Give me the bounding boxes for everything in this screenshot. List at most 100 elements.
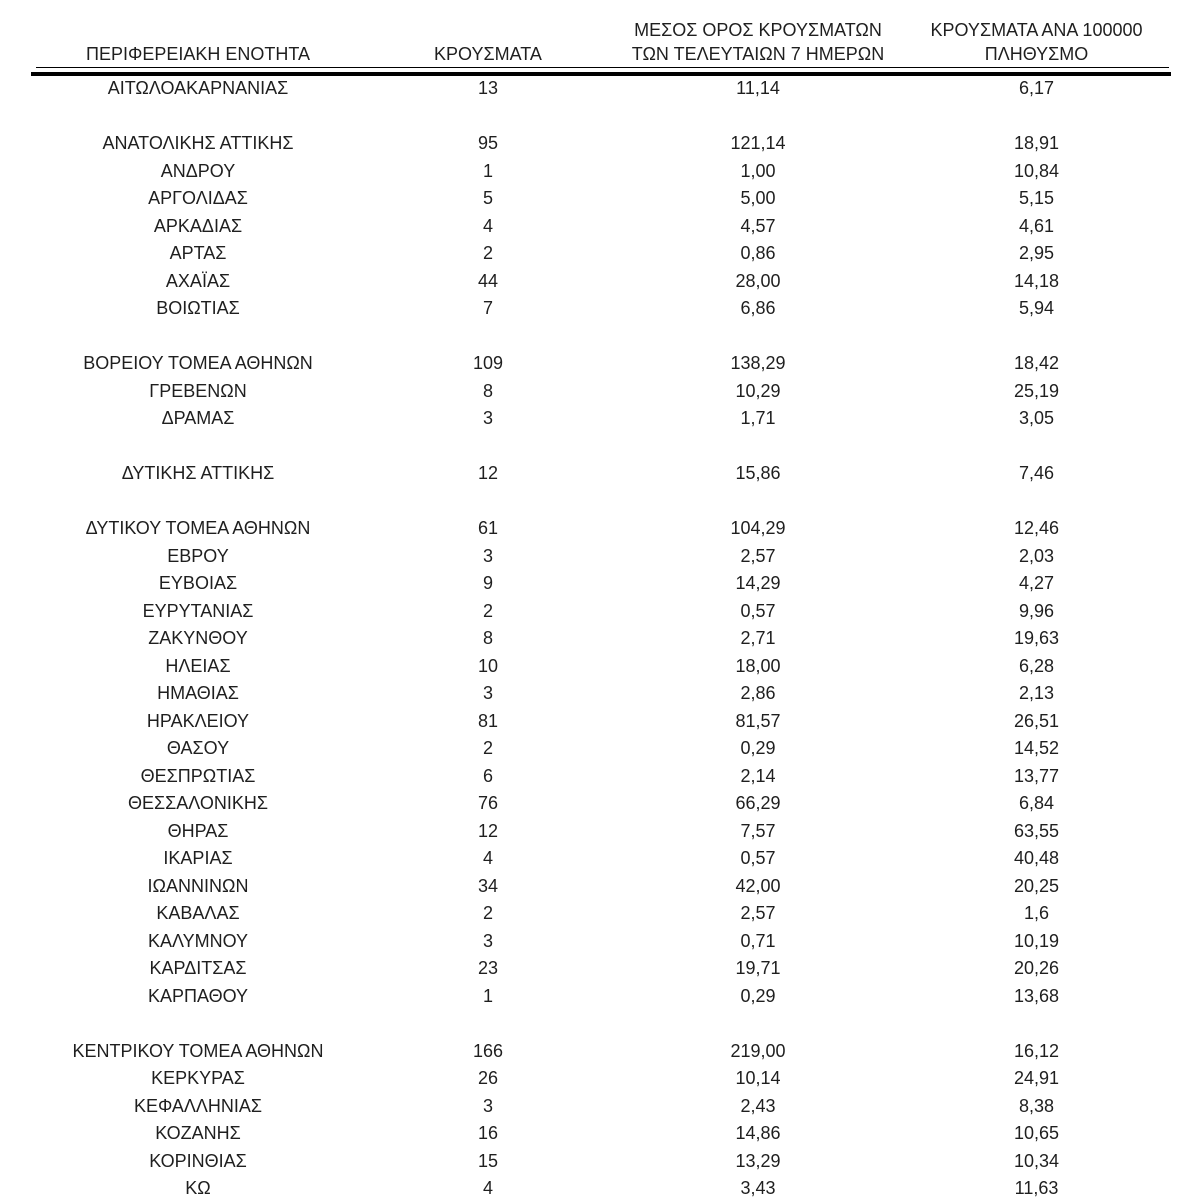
- table-row: ΚΑΡΠΑΘΟΥ 1 0,29 13,68: [33, 983, 1170, 1011]
- per100k-cell: 20,25: [1013, 875, 1060, 896]
- cases-cell: 16: [477, 1123, 499, 1144]
- per100k-cell: 7,46: [1018, 463, 1055, 484]
- per100k-cell: 2,13: [1018, 683, 1055, 704]
- region-cell: ΚΟΡΙΝΘΙΑΣ: [149, 1150, 247, 1171]
- region-cell: ΔΥΤΙΚΟΥ ΤΟΜΕΑ ΑΘΗΝΩΝ: [85, 518, 311, 539]
- region-cell: ΚΩ: [185, 1178, 211, 1199]
- region-cell: ΘΕΣΣΑΛΟΝΙΚΗΣ: [127, 793, 269, 814]
- per100k-cell: 5,94: [1018, 298, 1055, 319]
- avg7-cell: 4,57: [740, 215, 776, 236]
- region-cell: ΙΚΑΡΙΑΣ: [163, 848, 233, 869]
- cases-cell: 95: [477, 133, 499, 154]
- table-row: ΚΑΛΥΜΝΟΥ 3 0,71 10,19: [33, 928, 1170, 956]
- per100k-cell: 13,77: [1013, 765, 1060, 786]
- table-row: ΚΕΦΑΛΛΗΝΙΑΣ 3 2,43 8,38: [33, 1093, 1170, 1121]
- region-cell: ΚΑΒΑΛΑΣ: [156, 903, 240, 924]
- per100k-cell: 13,68: [1013, 985, 1060, 1006]
- region-cell: ΚΑΛΥΜΝΟΥ: [147, 930, 249, 951]
- cases-cell: 44: [477, 270, 499, 291]
- region-cell: ΚΕΝΤΡΙΚΟΥ ΤΟΜΕΑ ΑΘΗΝΩΝ: [72, 1040, 324, 1061]
- avg7-cell: 2,57: [740, 903, 776, 924]
- per100k-cell: 19,63: [1013, 628, 1060, 649]
- avg7-cell: 81,57: [735, 710, 781, 731]
- cases-cell: 3: [482, 683, 493, 704]
- region-cell: ΚΕΦΑΛΛΗΝΙΑΣ: [133, 1095, 263, 1116]
- cases-cell: 4: [482, 215, 493, 236]
- table-row: ΔΥΤΙΚΗΣ ΑΤΤΙΚΗΣ 12 15,86 7,46: [33, 460, 1170, 488]
- column-header-avg7-line1: ΜΕΣΟΣ ΟΡΟΣ ΚΡΟΥΣΜΑΤΩΝ: [634, 20, 882, 40]
- per100k-cell: 12,46: [1013, 518, 1060, 539]
- per100k-cell: 4,27: [1018, 573, 1055, 594]
- spacer-row: [33, 433, 1170, 461]
- per100k-cell: 14,52: [1013, 738, 1060, 759]
- avg7-cell: 2,43: [740, 1095, 776, 1116]
- column-header-region: ΠΕΡΙΦΕΡΕΙΑΚΗ ΕΝΟΤΗΤΑ: [33, 0, 363, 66]
- column-header-avg7: ΜΕΣΟΣ ΟΡΟΣ ΚΡΟΥΣΜΑΤΩΝ ΤΩΝ ΤΕΛΕΥΤΑΙΩΝ 7 Η…: [613, 0, 903, 66]
- cases-cell: 2: [482, 243, 493, 264]
- table-row: ΘΗΡΑΣ 12 7,57 63,55: [33, 818, 1170, 846]
- region-cell: ΕΥΒΟΙΑΣ: [158, 573, 238, 594]
- region-cell: ΚΑΡΔΙΤΣΑΣ: [149, 958, 247, 979]
- cases-cell: 8: [482, 380, 493, 401]
- cases-cell: 12: [477, 463, 499, 484]
- avg7-cell: 219,00: [730, 1040, 786, 1061]
- per100k-cell: 6,17: [1018, 78, 1055, 99]
- avg7-cell: 3,43: [740, 1178, 776, 1199]
- cases-cell: 12: [477, 820, 499, 841]
- table-header-row: ΠΕΡΙΦΕΡΕΙΑΚΗ ΕΝΟΤΗΤΑ ΚΡΟΥΣΜΑΤΑ ΜΕΣΟΣ ΟΡΟ…: [33, 0, 1170, 66]
- per100k-cell: 8,38: [1018, 1095, 1055, 1116]
- avg7-cell: 66,29: [735, 793, 781, 814]
- table-row: ΘΕΣΣΑΛΟΝΙΚΗΣ 76 66,29 6,84: [33, 790, 1170, 818]
- region-cell: ΑΡΓΟΛΙΔΑΣ: [148, 188, 248, 209]
- per100k-cell: 24,91: [1013, 1068, 1060, 1089]
- per100k-cell: 2,03: [1018, 545, 1055, 566]
- region-cell: ΔΡΑΜΑΣ: [161, 408, 235, 429]
- avg7-cell: 14,29: [735, 573, 781, 594]
- cases-cell: 2: [482, 600, 493, 621]
- table-row: ΗΡΑΚΛΕΙΟΥ 81 81,57 26,51: [33, 708, 1170, 736]
- per100k-cell: 6,28: [1018, 655, 1055, 676]
- avg7-cell: 2,86: [740, 683, 776, 704]
- cases-cell: 8: [482, 628, 493, 649]
- cases-cell: 9: [482, 573, 493, 594]
- table-row: ΚΩ 4 3,43 11,63: [33, 1175, 1170, 1200]
- column-header-per100k-line2: ΠΛΗΘΥΣΜΟ: [984, 44, 1089, 64]
- avg7-cell: 10,14: [735, 1068, 781, 1089]
- avg7-cell: 0,57: [740, 600, 776, 621]
- per100k-cell: 40,48: [1013, 848, 1060, 869]
- column-header-per100k: ΚΡΟΥΣΜΑΤΑ ΑΝΑ 100000 ΠΛΗΘΥΣΜΟ: [903, 0, 1170, 66]
- table-row: ΑΝΑΤΟΛΙΚΗΣ ΑΤΤΙΚΗΣ 95 121,14 18,91: [33, 130, 1170, 158]
- cases-cell: 76: [477, 793, 499, 814]
- table-row: ΚΟΡΙΝΘΙΑΣ 15 13,29 10,34: [33, 1148, 1170, 1176]
- region-cell: ΕΒΡΟΥ: [167, 545, 229, 566]
- region-cell: ΒΟΡΕΙΟΥ ΤΟΜΕΑ ΑΘΗΝΩΝ: [83, 353, 313, 374]
- per100k-cell: 5,15: [1018, 188, 1055, 209]
- avg7-cell: 0,57: [740, 848, 776, 869]
- column-header-region-label: ΠΕΡΙΦΕΡΕΙΑΚΗ ΕΝΟΤΗΤΑ: [85, 44, 311, 64]
- region-cell: ΑΝΑΤΟΛΙΚΗΣ ΑΤΤΙΚΗΣ: [102, 133, 294, 154]
- region-cell: ΑΝΔΡΟΥ: [160, 160, 236, 181]
- table-row: ΕΒΡΟΥ 3 2,57 2,03: [33, 543, 1170, 571]
- per100k-cell: 20,26: [1013, 958, 1060, 979]
- table-row: ΙΚΑΡΙΑΣ 4 0,57 40,48: [33, 845, 1170, 873]
- per100k-cell: 14,18: [1013, 270, 1060, 291]
- avg7-cell: 13,29: [735, 1150, 781, 1171]
- region-cell: ΗΡΑΚΛΕΙΟΥ: [146, 710, 250, 731]
- region-cell: ΘΑΣΟΥ: [166, 738, 230, 759]
- avg7-cell: 121,14: [730, 133, 786, 154]
- column-header-per100k-line1: ΚΡΟΥΣΜΑΤΑ ΑΝΑ 100000: [930, 20, 1143, 40]
- cases-cell: 81: [477, 710, 499, 731]
- region-cell: ΕΥΡΥΤΑΝΙΑΣ: [142, 600, 254, 621]
- spacer-row: [33, 488, 1170, 516]
- table-row: ΕΥΡΥΤΑΝΙΑΣ 2 0,57 9,96: [33, 598, 1170, 626]
- cases-cell: 1: [482, 985, 493, 1006]
- avg7-cell: 18,00: [735, 655, 781, 676]
- table-row: ΑΡΓΟΛΙΔΑΣ 5 5,00 5,15: [33, 185, 1170, 213]
- table-row: ΒΟΙΩΤΙΑΣ 7 6,86 5,94: [33, 295, 1170, 323]
- per100k-cell: 9,96: [1018, 600, 1055, 621]
- avg7-cell: 2,57: [740, 545, 776, 566]
- avg7-cell: 6,86: [740, 298, 776, 319]
- avg7-cell: 1,71: [740, 408, 776, 429]
- region-cell: ΓΡΕΒΕΝΩΝ: [149, 380, 247, 401]
